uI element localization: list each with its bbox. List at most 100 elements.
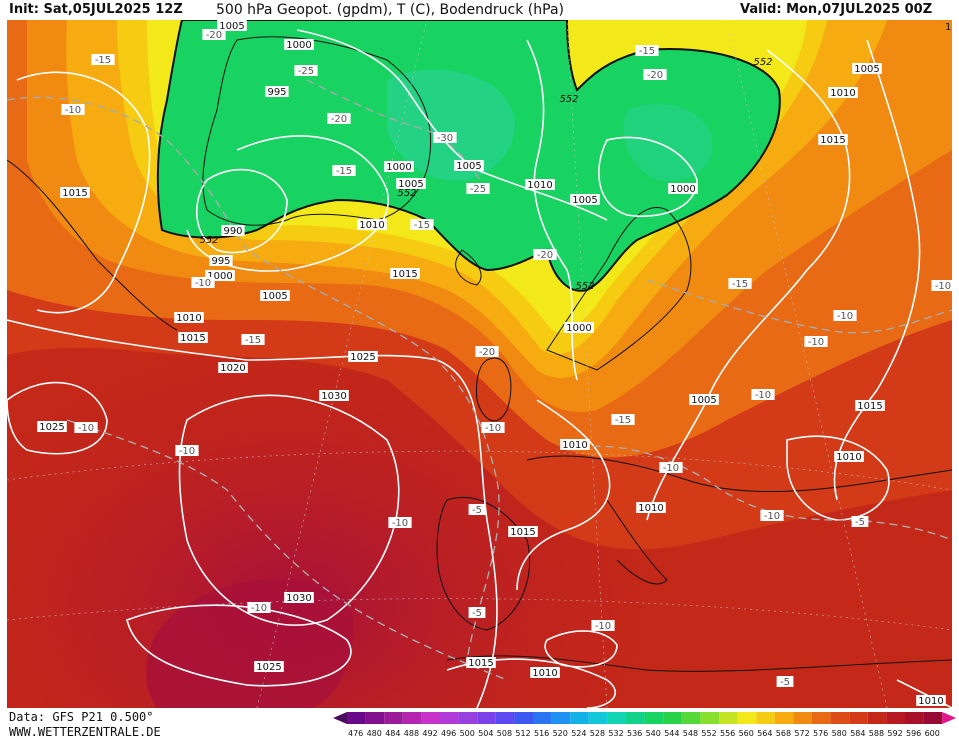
isobar-label-box (284, 39, 314, 50)
scale-value: 508 (497, 729, 512, 738)
temperature-label-box (91, 54, 115, 65)
temperature-label-box (659, 462, 683, 473)
isobar-label: 1015 (818, 134, 848, 146)
temperature-label: -20 (327, 113, 351, 125)
isobar-label: 1010 (174, 312, 204, 324)
isobar-label-box (668, 183, 698, 194)
temperature-label-text: -10 (764, 511, 780, 522)
temperature-label-box (61, 104, 85, 115)
isobar-label-box (265, 86, 289, 97)
isobar-label: 1000 (384, 161, 414, 173)
temperature-label-text: -10 (485, 423, 501, 434)
temperature-label-text: -10 (808, 337, 824, 348)
temperature-label-text: -10 (179, 446, 195, 457)
isobar-label-box (834, 451, 864, 462)
isobar-label: 990 (221, 225, 245, 237)
isobar-label-box (60, 187, 90, 198)
temperature-label-box (533, 249, 557, 260)
geopotential-label: 552 (559, 94, 578, 105)
isobar-label-text: 1015 (392, 269, 417, 280)
scale-swatch (719, 712, 738, 724)
scale-swatch (626, 712, 645, 724)
scale-value: 524 (571, 729, 586, 738)
data-source: Data: GFS P21 0.500° (9, 710, 154, 724)
temperature-label-text: -10 (663, 463, 679, 474)
temperature-label: -5 (776, 676, 794, 688)
isobar-label-box (689, 394, 719, 405)
temperature-label-box (481, 422, 505, 433)
isobar-label-box (916, 695, 946, 706)
isobar-label: 1015 (390, 268, 420, 280)
isobar-label-text: 1025 (39, 422, 64, 433)
isobar-label-box (466, 657, 496, 668)
scale-value: 576 (813, 729, 828, 738)
isobar-label-text: 1000 (286, 40, 311, 51)
scale-swatch (886, 712, 905, 724)
scale-value: 568 (776, 729, 791, 738)
temperature-label-box (332, 165, 356, 176)
temperature-label-box (202, 29, 226, 40)
scale-value: 592 (887, 729, 902, 738)
temperature-label-text: -10 (837, 311, 853, 322)
scale-value: 520 (553, 729, 568, 738)
scale-swatch (663, 712, 682, 724)
isobar-label-text: 1000 (566, 323, 591, 334)
isobar-label-box (218, 362, 248, 373)
isobar-label-box (260, 290, 290, 301)
scale-swatch (421, 712, 440, 724)
temperature-label-box (475, 346, 499, 357)
temperature-label-text: -5 (855, 517, 865, 528)
isobar-label-text: 1010 (836, 452, 861, 463)
isobar-label: 1015 (60, 187, 90, 199)
isobar-label: 1010 (636, 502, 666, 514)
isobar-label-box (37, 421, 67, 432)
isobar-label-box (525, 179, 555, 190)
scale-value: 580 (832, 729, 847, 738)
isobar-label-text: 995 (267, 87, 286, 98)
scale-swatch (551, 712, 571, 724)
isobar-label-text: 1000 (670, 184, 695, 195)
temperature-label-box (760, 510, 784, 521)
temperature-label-box (591, 620, 615, 631)
isobar-label-text: 1015 (468, 658, 493, 669)
isobar-label: 1010 (834, 451, 864, 463)
temperature-label: -20 (475, 346, 499, 358)
isobar-label-layer: 1005 1000 995 1005 1010 1015 1000 1005 1005 1010 1… (37, 20, 946, 707)
isobar-label-text: 1010 (176, 313, 201, 324)
temperature-label-text: -15 (245, 335, 261, 346)
isobar-label-text: 990 (223, 226, 242, 237)
isobar-label-box (390, 268, 420, 279)
isobar-label: 1030 (284, 592, 314, 604)
scale-value: 564 (757, 729, 772, 738)
isobar-label-text: 1010 (359, 220, 384, 231)
temperature-label: -15 (241, 334, 265, 346)
isobar-label-box (174, 312, 204, 323)
iberia-coast (436, 496, 531, 631)
temperature-label-text: -10 (935, 281, 951, 292)
temperature-label-text: -20 (206, 30, 222, 41)
scale-value: 596 (906, 729, 921, 738)
temperature-label-box (931, 280, 952, 291)
temperature-label-box (751, 389, 775, 400)
cold-core-shade-2 (623, 104, 713, 181)
isobar-label: 1005 (260, 290, 290, 302)
graticule (7, 20, 952, 708)
scale-swatch (384, 712, 403, 724)
temperature-label-box (327, 113, 351, 124)
temperature-label-text: -15 (639, 46, 655, 57)
scale-value: 516 (534, 729, 549, 738)
isobar-label: 1000 (284, 39, 314, 51)
geopotential-label-layer: 552 552 552 552 552 (199, 57, 772, 292)
isobar-label-text: 1010 (562, 440, 587, 451)
greenland-coast (202, 36, 432, 226)
temperature-label: -15 (332, 165, 356, 177)
isobar-label-box (530, 667, 560, 678)
subtropical-high-core (146, 578, 354, 708)
temperature-label-box (643, 69, 667, 80)
temperature-label-text: -15 (732, 279, 748, 290)
isobar-label-box (319, 390, 349, 401)
scale-arrow-left (333, 712, 347, 724)
temperature-label: -10 (931, 280, 952, 292)
temperature-label: -10 (74, 422, 98, 434)
isobar-label-box (570, 194, 600, 205)
